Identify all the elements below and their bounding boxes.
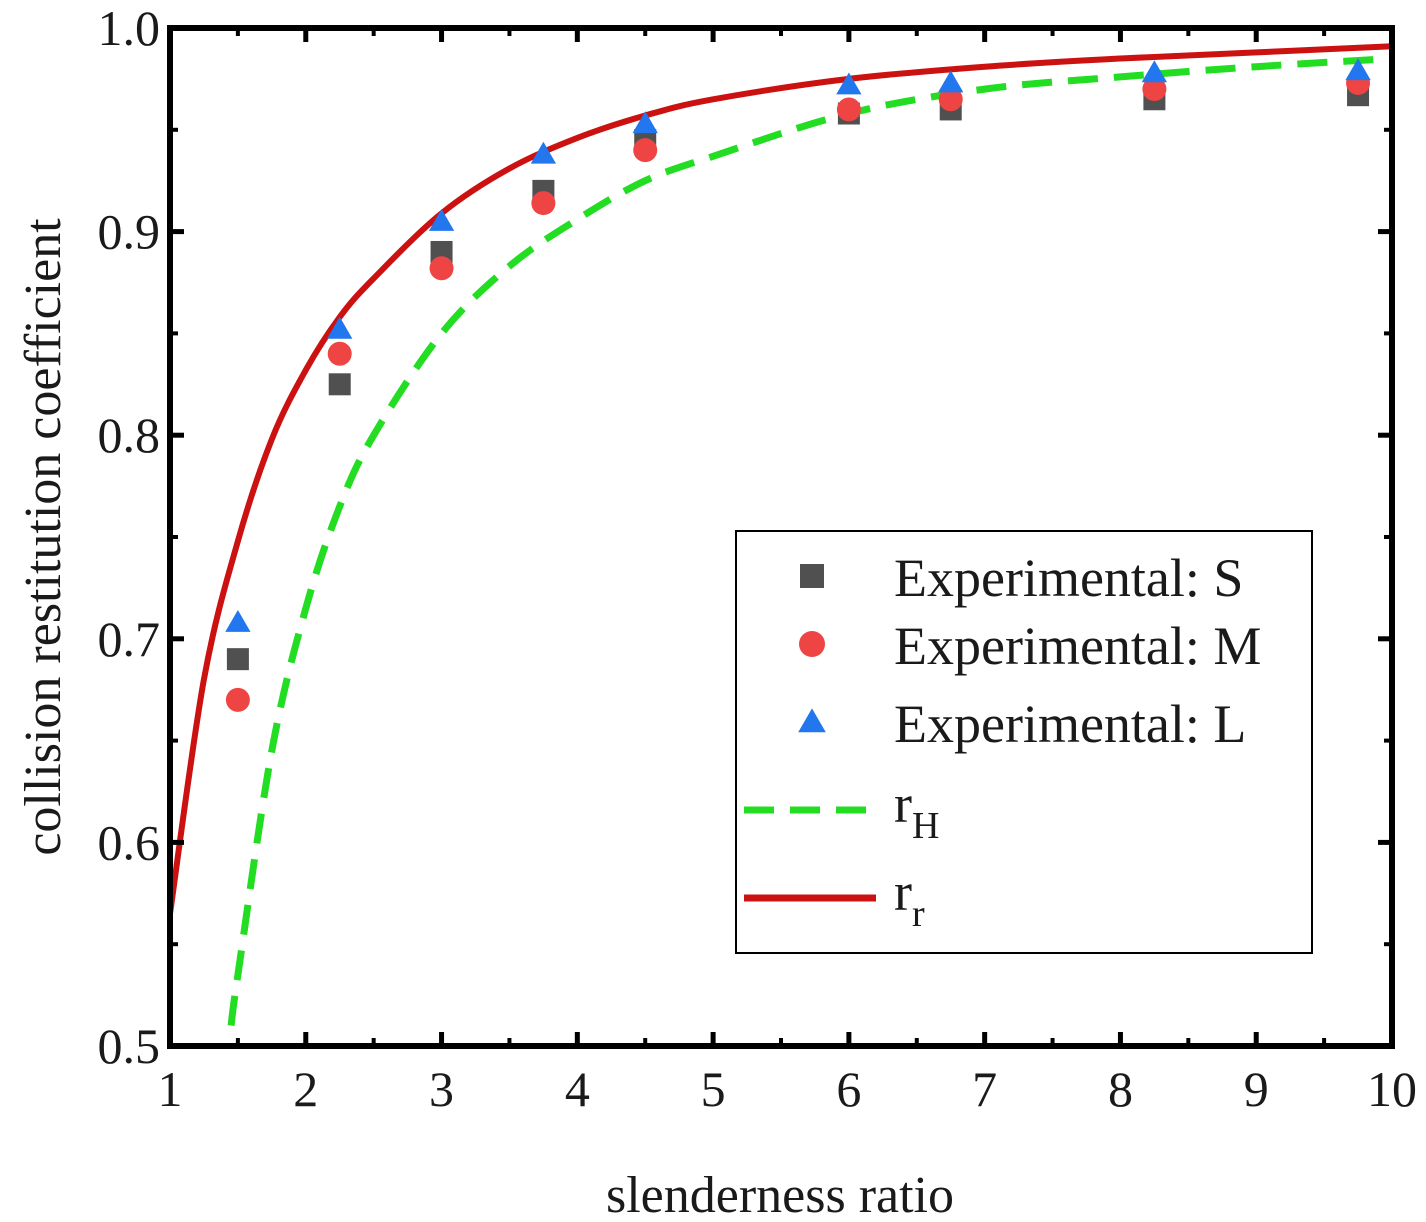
x-tick-label: 9: [1244, 1061, 1269, 1117]
point-m: [429, 256, 454, 281]
point-m: [1142, 77, 1167, 102]
point-l: [632, 111, 658, 134]
x-axis-title: slenderness ratio: [606, 1167, 954, 1222]
x-tick-label: 2: [293, 1061, 318, 1117]
y-tick-label: 0.8: [98, 407, 161, 463]
point-l: [1345, 58, 1371, 81]
point-l: [428, 208, 455, 231]
series-line-rr: [170, 43, 1392, 915]
legend-label-m: Experimental: M: [894, 616, 1261, 676]
y-tick-label: 0.9: [98, 204, 161, 260]
series-line-rH: [227, 55, 1392, 1027]
x-tick-label: 7: [972, 1061, 997, 1117]
legend-marker-s: [800, 564, 824, 588]
point-m: [633, 138, 658, 163]
point-l: [836, 72, 862, 95]
y-tick-label: 0.5: [98, 1018, 161, 1074]
x-tick-label: 1: [158, 1061, 183, 1117]
y-axis-title: collision restitution coefficient: [15, 218, 72, 856]
legend-marker-m: [799, 631, 825, 657]
point-l: [938, 70, 964, 93]
legend-box: [735, 530, 1313, 954]
legend-label-s: Experimental: S: [894, 548, 1243, 608]
point-l: [225, 609, 251, 632]
point-m: [836, 97, 861, 122]
point-m: [938, 87, 963, 112]
tick-layer: [167, 25, 1395, 1049]
legend-marker-l: [798, 708, 826, 733]
curve-layer: [170, 43, 1392, 1027]
point-s: [226, 648, 249, 671]
point-l: [1141, 60, 1168, 83]
x-tick-label: 6: [836, 1061, 861, 1117]
point-m: [531, 191, 556, 216]
point-m: [225, 687, 250, 712]
x-tick-label: 8: [1108, 1061, 1133, 1117]
point-l: [530, 141, 557, 164]
x-tick-label: 3: [429, 1061, 454, 1117]
y-tick-label: 0.7: [98, 611, 161, 667]
y-tick-label: 0.6: [98, 814, 161, 870]
x-tick-label: 5: [701, 1061, 726, 1117]
x-tick-label: 10: [1367, 1061, 1417, 1117]
point-s: [328, 373, 351, 396]
legend-label-rr: rr: [894, 862, 925, 935]
point-l: [327, 316, 353, 339]
legend-label-rH: rH: [894, 774, 939, 847]
point-s: [430, 240, 453, 263]
y-tick-label: 1.0: [98, 0, 161, 56]
x-tick-label: 4: [565, 1061, 590, 1117]
legend: Experimental: S Experimental: M Experiment…: [735, 530, 1313, 954]
tick-label-layer: 1 2 3 4 5 6 7 8 9 10 0.5 0.6 0.7 0.8 0.9 1.0: [98, 0, 1418, 1117]
point-m: [327, 341, 352, 366]
legend-label-l: Experimental: L: [894, 694, 1246, 754]
point-layer: [225, 58, 1371, 712]
